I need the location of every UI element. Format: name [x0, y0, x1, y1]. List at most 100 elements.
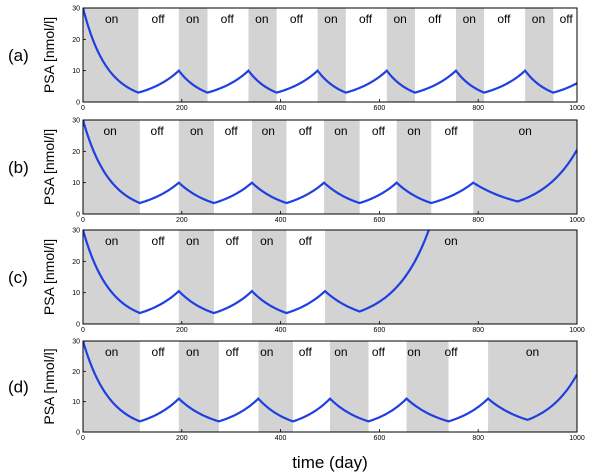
state-label: on [407, 345, 420, 359]
state-label: off [560, 12, 574, 26]
x-tick-label: 0 [81, 217, 85, 224]
y-tick-label: 30 [72, 228, 80, 235]
state-label: on [103, 124, 116, 138]
state-label: off [225, 124, 239, 138]
on-period-band [251, 230, 287, 324]
x-tick-label: 600 [374, 327, 386, 334]
y-tick-label: 30 [72, 6, 80, 13]
on-period-band [178, 8, 208, 102]
on-period-band [248, 8, 277, 102]
on-period-band [396, 120, 432, 214]
on-period-band [330, 341, 369, 432]
state-label: on [463, 12, 476, 26]
y-tick-label: 20 [72, 369, 80, 376]
y-axis-label: PSA [nmol/l] [41, 129, 57, 205]
on-period-band [525, 8, 554, 102]
state-label: off [359, 12, 373, 26]
state-label: on [260, 234, 273, 248]
on-period-band [324, 120, 360, 214]
x-tick-label: 600 [374, 435, 386, 442]
on-period-band [406, 341, 449, 432]
x-tick-label: 1000 [569, 217, 585, 224]
state-label: on [186, 234, 199, 248]
state-label: off [299, 124, 313, 138]
x-tick-label: 0 [81, 435, 85, 442]
state-label: on [186, 12, 199, 26]
x-tick-label: 400 [275, 327, 287, 334]
y-tick-label: 0 [76, 100, 80, 107]
state-label: off [290, 12, 304, 26]
state-label: off [221, 12, 235, 26]
y-tick-label: 30 [72, 118, 80, 125]
state-label: off [444, 124, 458, 138]
x-tick-label: 600 [374, 217, 386, 224]
state-label: on [262, 124, 275, 138]
y-axis-label: PSA [nmol/l] [41, 239, 57, 315]
state-label: off [299, 345, 313, 359]
state-label: on [190, 124, 203, 138]
state-label: on [334, 124, 347, 138]
on-period-band [178, 230, 214, 324]
x-tick-label: 800 [472, 217, 484, 224]
state-label: off [226, 234, 240, 248]
x-tick-label: 800 [472, 327, 484, 334]
state-label: off [372, 124, 386, 138]
on-period-band [386, 8, 415, 102]
psa-curve [83, 341, 577, 423]
state-label: off [226, 345, 240, 359]
x-tick-label: 800 [472, 105, 484, 112]
state-label: off [497, 12, 511, 26]
y-tick-label: 20 [72, 149, 80, 156]
psa-curve [83, 230, 430, 315]
plot-frame [82, 119, 578, 215]
state-label: off [152, 234, 166, 248]
x-tick-label: 1000 [569, 327, 585, 334]
x-tick-label: 200 [176, 327, 188, 334]
state-label: off [299, 234, 313, 248]
state-label: on [105, 345, 118, 359]
state-label: on [444, 234, 457, 248]
plot-frame [82, 340, 578, 433]
x-tick-label: 0 [81, 327, 85, 334]
x-tick-label: 1000 [569, 435, 585, 442]
psa-curve [83, 120, 577, 205]
x-tick-label: 200 [176, 217, 188, 224]
y-tick-label: 10 [72, 399, 80, 406]
x-tick-label: 200 [176, 435, 188, 442]
state-label: on [407, 124, 420, 138]
panel-label: (a) [8, 46, 29, 65]
on-period-band [258, 341, 293, 432]
x-axis-label: time (day) [292, 453, 368, 472]
state-label: on [255, 12, 268, 26]
y-axis-label: PSA [nmol/l] [41, 17, 57, 93]
y-tick-label: 10 [72, 68, 80, 75]
y-tick-label: 0 [76, 430, 80, 437]
panel-label: (c) [8, 268, 28, 287]
panel-label: (d) [8, 378, 29, 397]
state-label: on [393, 12, 406, 26]
y-tick-label: 30 [72, 339, 80, 346]
x-tick-label: 600 [374, 105, 386, 112]
x-tick-label: 400 [275, 435, 287, 442]
on-period-band [178, 120, 214, 214]
plot-frame [82, 229, 578, 325]
x-tick-label: 400 [275, 105, 287, 112]
plot-frame [82, 7, 578, 103]
state-label: on [260, 345, 273, 359]
state-label: on [526, 345, 539, 359]
y-tick-label: 0 [76, 212, 80, 219]
y-tick-label: 10 [72, 290, 80, 297]
on-period-band [178, 341, 219, 432]
state-label: on [518, 124, 531, 138]
y-tick-label: 10 [72, 180, 80, 187]
state-label: on [186, 345, 199, 359]
state-label: on [532, 12, 545, 26]
y-axis-label: PSA [nmol/l] [41, 348, 57, 424]
panel-label: (b) [8, 158, 29, 177]
y-tick-label: 20 [72, 37, 80, 44]
x-tick-label: 400 [275, 217, 287, 224]
state-label: on [334, 345, 347, 359]
x-tick-label: 800 [472, 435, 484, 442]
y-tick-label: 0 [76, 322, 80, 329]
on-period-band [83, 8, 139, 102]
